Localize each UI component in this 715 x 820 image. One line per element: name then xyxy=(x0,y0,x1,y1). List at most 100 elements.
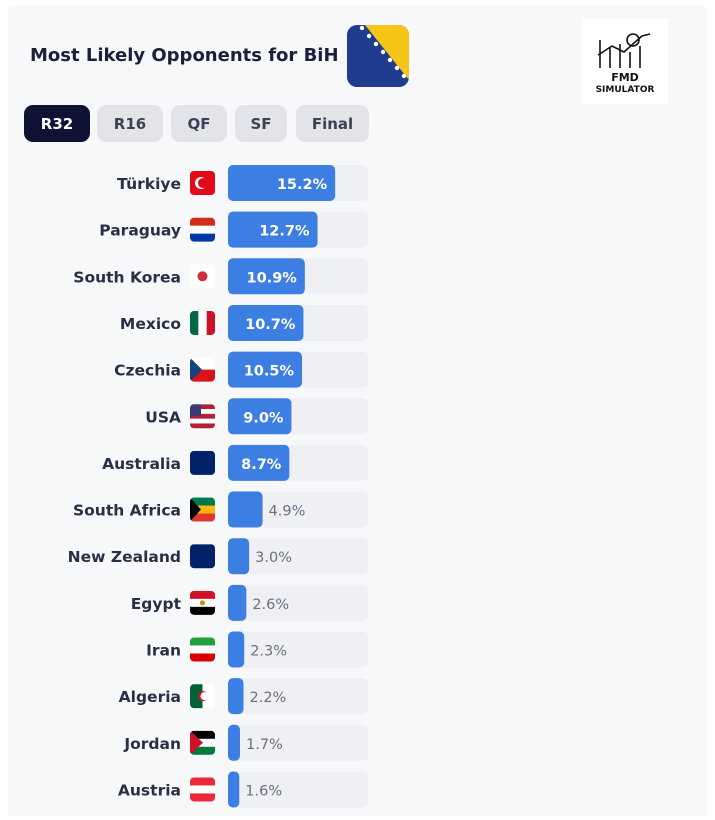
bar-track xyxy=(228,538,368,575)
flag xyxy=(190,450,215,475)
bar xyxy=(228,724,240,761)
flag xyxy=(190,497,215,522)
flag xyxy=(190,544,215,569)
flag xyxy=(190,310,215,335)
flag xyxy=(190,404,215,429)
flag-stripe xyxy=(190,413,215,420)
bar xyxy=(228,631,245,668)
tab-label: R32 xyxy=(41,115,73,133)
flag-stripe xyxy=(190,513,215,522)
bar xyxy=(228,258,305,295)
bar xyxy=(228,491,263,528)
flag-stripe xyxy=(190,746,215,755)
flag-body xyxy=(190,171,215,195)
tab-label: R16 xyxy=(114,115,146,133)
bar-track xyxy=(228,584,368,621)
bar-track xyxy=(228,724,368,761)
flag-stripe xyxy=(190,233,215,242)
tab[interactable]: SF xyxy=(235,105,287,142)
tab[interactable]: R32 xyxy=(24,105,90,142)
flag-emblem xyxy=(190,497,201,522)
logo-text: SIMULATOR xyxy=(596,85,655,95)
bar-track xyxy=(228,631,368,668)
tab-label: Final xyxy=(312,115,353,133)
flag xyxy=(190,777,215,802)
flag-stripe xyxy=(190,409,215,415)
flag-stripe xyxy=(190,645,215,654)
value-label: 4.9% xyxy=(269,504,306,520)
flag-body xyxy=(190,450,215,475)
flag-stripe xyxy=(190,418,215,424)
tab-bg xyxy=(296,105,369,142)
flag-stripe xyxy=(190,217,215,227)
value-label: 2.3% xyxy=(250,644,287,660)
bar xyxy=(228,678,244,715)
bar xyxy=(228,398,292,435)
category-label: Czechia xyxy=(114,362,181,380)
flag xyxy=(190,684,215,709)
tab[interactable]: Final xyxy=(296,105,369,142)
bar xyxy=(228,165,336,201)
value-label: 15.2% xyxy=(277,177,328,193)
bar-track xyxy=(228,771,368,808)
bar xyxy=(228,584,247,621)
tab-bg xyxy=(97,105,163,142)
flag xyxy=(190,357,215,382)
flag xyxy=(190,730,215,755)
flag-stripe xyxy=(190,785,215,794)
category-label: Algeria xyxy=(119,688,181,706)
logo-text: FMD xyxy=(611,71,639,84)
tab[interactable]: QF xyxy=(171,105,227,142)
tab-bg xyxy=(235,105,287,142)
flag-stripe xyxy=(190,450,215,475)
flag-stripe xyxy=(190,793,215,802)
tab-label: QF xyxy=(188,115,211,133)
chart-title: Most Likely Opponents for BiH xyxy=(30,45,339,66)
flag-stripe xyxy=(206,310,215,335)
flag-stripe xyxy=(202,684,215,709)
flag-emblem xyxy=(190,404,201,417)
tab[interactable]: R16 xyxy=(97,105,163,142)
category-label: South Korea xyxy=(73,268,181,286)
bar xyxy=(228,538,250,575)
flag-stripe xyxy=(190,730,215,740)
flag-body xyxy=(190,357,215,382)
flag-stripe xyxy=(190,544,215,569)
flag-emblem xyxy=(190,730,203,755)
tab-bg xyxy=(24,105,90,142)
category-label: Austria xyxy=(118,781,181,799)
category-label: USA xyxy=(145,408,181,426)
flag-body xyxy=(190,264,215,289)
flag-body xyxy=(190,590,215,615)
flag xyxy=(190,217,215,242)
value-label: 12.7% xyxy=(259,224,310,240)
category-label: Jordan xyxy=(123,735,181,753)
bih-flag xyxy=(347,25,409,87)
flag-stripe xyxy=(190,225,215,235)
bar xyxy=(228,304,304,341)
category-label: Egypt xyxy=(131,595,182,613)
category-label: South Africa xyxy=(73,502,181,520)
flag-stripe xyxy=(190,423,215,429)
flag xyxy=(190,637,215,662)
flag-body xyxy=(190,637,215,662)
flag xyxy=(190,590,215,615)
tab-bg xyxy=(171,105,227,142)
flag-body xyxy=(190,544,215,569)
value-label: 2.6% xyxy=(252,597,289,613)
value-label: 1.7% xyxy=(246,737,283,753)
bar xyxy=(228,351,303,388)
bar xyxy=(228,211,318,248)
flag-stripe xyxy=(190,653,215,662)
value-label: 10.9% xyxy=(247,270,298,286)
category-label: Australia xyxy=(102,455,181,473)
flag-emblem xyxy=(190,357,202,382)
flag-body xyxy=(190,730,215,755)
category-label: Türkiye xyxy=(117,175,181,193)
value-label: 3.0% xyxy=(255,550,292,566)
flag-body xyxy=(190,497,215,522)
flag-stripe xyxy=(190,684,203,709)
flag-body xyxy=(190,217,215,242)
